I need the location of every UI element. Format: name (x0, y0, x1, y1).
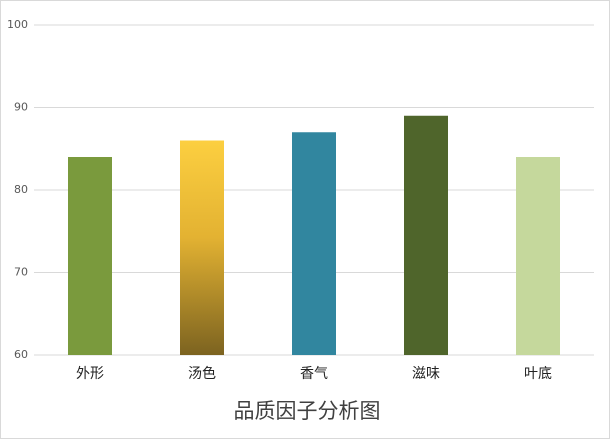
bar (68, 157, 112, 355)
y-tick-label: 80 (14, 183, 28, 196)
x-tick-label: 外形 (76, 366, 104, 382)
x-tick-label: 香气 (300, 366, 328, 382)
bar (516, 157, 560, 355)
x-tick-label: 叶底 (524, 366, 552, 382)
bar (404, 115, 448, 355)
y-tick-label: 70 (14, 266, 28, 279)
y-tick-label: 60 (14, 348, 28, 361)
chart-title: 品质因子分析图 (234, 399, 381, 423)
y-tick-label: 90 (14, 101, 28, 114)
x-tick-label: 滋味 (412, 366, 440, 382)
bar (180, 140, 224, 355)
bar (292, 132, 336, 355)
x-tick-label: 汤色 (188, 365, 216, 382)
y-tick-label: 100 (7, 18, 28, 31)
